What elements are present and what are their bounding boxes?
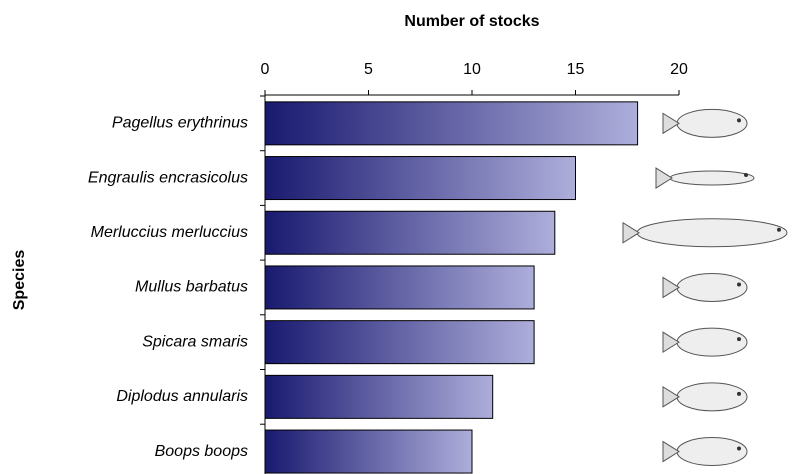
fish-tail [662,331,680,354]
fish-tail [622,221,640,244]
fish-eye [737,282,741,287]
bar [264,374,494,419]
fish-body [676,382,748,412]
fish-body [676,108,748,138]
fish-body [669,170,755,186]
x-tick-label: 20 [670,61,688,78]
bar [264,101,639,146]
y-tick-label: Mullus barbatus [135,279,248,296]
fish-eye [737,446,741,451]
x-tick-label: 5 [364,61,373,78]
fish-eye [777,227,781,232]
fish-body [636,218,788,248]
y-axis-title: Species [11,250,28,311]
fish-tail [662,385,680,408]
y-tick-label: Merluccius merluccius [91,224,248,241]
y-tick-label: Boops boops [155,443,248,460]
x-tick-label: 10 [463,61,481,78]
fish-body [676,437,748,467]
fish-tail [662,112,680,135]
fish-tail [662,440,680,463]
fish-eye [737,118,741,123]
x-tick-label: 15 [567,61,585,78]
bar [264,429,473,474]
x-tick-label: 0 [261,61,270,78]
fish-body [676,327,748,357]
bar [264,320,535,365]
y-tick-label: Pagellus erythrinus [112,115,248,132]
fish-tail [655,167,673,189]
y-tick-label: Diplodus annularis [116,388,248,405]
y-tick-label: Engraulis encrasicolus [88,169,248,186]
bar [264,265,535,310]
x-axis-title: Number of stocks [404,13,539,30]
fish-tail [662,276,680,299]
fish-eye [737,337,741,342]
fish-eye [737,391,741,396]
y-tick-label: Spicara smaris [142,333,248,350]
fish-eye [744,173,748,178]
bar [264,210,556,255]
fish-body [676,272,748,302]
bar [264,156,576,201]
